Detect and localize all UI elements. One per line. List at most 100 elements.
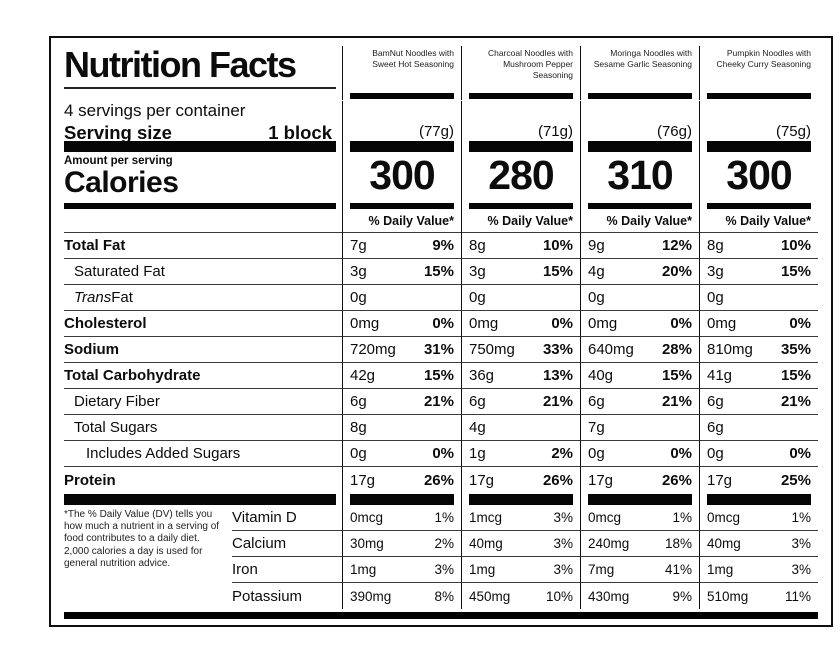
calories-value: 310: [580, 152, 699, 202]
nutrient-dv: 26%: [661, 471, 692, 489]
nutrient-value: 17g 26%: [342, 467, 461, 493]
vitamin-amount: 0mcg: [707, 510, 741, 525]
nutrient-amount: 17g: [469, 471, 495, 489]
nutrient-amount: 40g: [588, 367, 614, 384]
thick-bar: [350, 140, 454, 152]
nutrient-value: 0mg 0%: [342, 311, 461, 337]
nutrient-value: 4g 20%: [580, 259, 699, 285]
nutrient-amount: 0mg: [588, 315, 618, 332]
thick-bar: [469, 493, 573, 505]
thick-bar: [707, 493, 811, 505]
vitamin-amount: 240mg: [588, 536, 630, 551]
nutrient-amount: 41g: [707, 367, 733, 384]
thick-bar: [588, 203, 692, 209]
nutrient-amount: 8g: [350, 419, 367, 436]
nutrient-row-dietary-fiber: Dietary Fiber 6g 21% 6g 21% 6g 21% 6g 21%: [64, 389, 818, 415]
nutrient-value: 8g: [342, 415, 461, 441]
thick-bar: [469, 203, 573, 209]
serving-info: 4 servings per container Serving size 1 …: [64, 101, 342, 144]
nutrient-amount: 0g: [469, 289, 486, 306]
nutrient-dv: 26%: [542, 471, 573, 489]
vitamin-amount: 0mcg: [588, 510, 622, 525]
nutrient-dv: 25%: [780, 471, 811, 489]
daily-value-header: % Daily Value*: [699, 210, 818, 233]
nutrient-amount: 0mg: [707, 315, 737, 332]
daily-value-header-row: % Daily Value* % Daily Value* % Daily Va…: [64, 210, 818, 233]
thick-bar: [64, 203, 336, 209]
nutrient-value: 6g 21%: [342, 389, 461, 415]
nutrient-dv: 0%: [789, 315, 811, 332]
nutrient-value: 0g 0%: [580, 441, 699, 467]
vitamin-amount: 1mcg: [469, 510, 503, 525]
calories-value: 300: [342, 152, 461, 202]
nutrient-label: Cholesterol: [64, 311, 342, 337]
vitamin-amount: 40mg: [469, 536, 503, 551]
nutrient-amount: 9g: [588, 237, 605, 254]
calories-row: Amount per serving Calories 300 280 310 …: [64, 152, 818, 202]
serving-size-value: 1 block: [268, 121, 332, 143]
thick-bar: [707, 140, 811, 152]
vitamin-dv: 1%: [791, 510, 811, 525]
nutrient-value: 41g 15%: [699, 363, 818, 389]
vitamin-label: Calcium: [232, 531, 342, 557]
nutrient-label: Trans Fat: [64, 285, 342, 311]
footer-section: *The % Daily Value (DV) tells you how mu…: [64, 505, 818, 609]
title-cell: Nutrition Facts: [64, 46, 342, 100]
nutrient-row-total-carbohydrate: Total Carbohydrate 42g 15% 36g 13% 40g 15% …: [64, 363, 818, 389]
nutrient-label: Includes Added Sugars: [64, 441, 342, 467]
nutrient-amount: 3g: [469, 263, 486, 280]
serving-weight: (71g): [461, 101, 580, 144]
nutrient-dv: 35%: [780, 341, 811, 358]
nutrient-amount: 0mg: [350, 315, 380, 332]
vitamin-dv: 1%: [672, 510, 692, 525]
nutrient-amount: 750mg: [469, 341, 515, 358]
calories-heading: Amount per serving Calories: [64, 152, 342, 202]
nutrient-label: Total Sugars: [64, 415, 342, 441]
nutrient-dv: 2%: [551, 445, 573, 462]
serving-size-line: Serving size 1 block: [64, 122, 336, 144]
nutrient-amount: 4g: [469, 419, 486, 436]
nutrient-amount: 17g: [350, 471, 376, 489]
vitamin-dv: 3%: [434, 562, 454, 577]
nutrient-row-added-sugars: Includes Added Sugars 0g 0% 1g 2% 0g 0% 0g 0…: [64, 441, 818, 467]
vitamin-value: 1mcg 3%: [461, 505, 580, 531]
divider-bar: [469, 93, 573, 99]
product-header: Moringa Noodles with Sesame Garlic Seaso…: [580, 46, 699, 100]
nutrient-value: 810mg 35%: [699, 337, 818, 363]
nutrient-row-cholesterol: Cholesterol 0mg 0% 0mg 0% 0mg 0% 0mg 0%: [64, 311, 818, 337]
vitamin-value: 40mg 3%: [699, 531, 818, 557]
vitamin-dv: 8%: [434, 588, 454, 604]
nutrient-value: 9g 12%: [580, 233, 699, 259]
vitamin-label: Iron: [232, 557, 342, 583]
nutrient-dv: 10%: [780, 237, 811, 254]
serving-weight: (77g): [342, 101, 461, 144]
thick-bar: [588, 140, 692, 152]
product-name: Moringa Noodles with Sesame Garlic Seaso…: [593, 48, 692, 70]
serving-size-label: Serving size: [64, 121, 172, 143]
nutrient-label: Total Fat: [64, 233, 342, 259]
nutrient-amount: 36g: [469, 367, 495, 384]
nutrient-value: 3g 15%: [461, 259, 580, 285]
nutrient-dv: 20%: [661, 263, 692, 280]
nutrient-value: 0g: [580, 285, 699, 311]
nutrient-amount: 7g: [350, 237, 367, 254]
vitamin-dv: 9%: [672, 588, 692, 604]
nutrient-dv: 15%: [780, 367, 811, 384]
thick-bar: [350, 493, 454, 505]
nutrient-value: 0g 0%: [342, 441, 461, 467]
vitamin-amount: 450mg: [469, 588, 511, 604]
vitamin-dv: 3%: [553, 510, 573, 525]
nutrient-value: 720mg 31%: [342, 337, 461, 363]
vitamin-value: 0mcg 1%: [699, 505, 818, 531]
nutrient-dv: 15%: [661, 367, 692, 384]
nutrient-amount: 6g: [588, 393, 605, 410]
nutrient-amount: 0g: [350, 289, 367, 306]
vitamin-dv: 3%: [791, 536, 811, 551]
nutrient-value: 0g: [461, 285, 580, 311]
nutrient-row-total-fat: Total Fat 7g 9% 8g 10% 9g 12% 8g 10%: [64, 233, 818, 259]
nutrition-facts-label: Nutrition Facts BamNut Noodles with Swee…: [49, 36, 833, 627]
vitamin-value: 240mg 18%: [580, 531, 699, 557]
nutrient-dv: 0%: [432, 315, 454, 332]
serving-row: 4 servings per container Serving size 1 …: [64, 100, 818, 144]
thick-bar: [588, 493, 692, 505]
